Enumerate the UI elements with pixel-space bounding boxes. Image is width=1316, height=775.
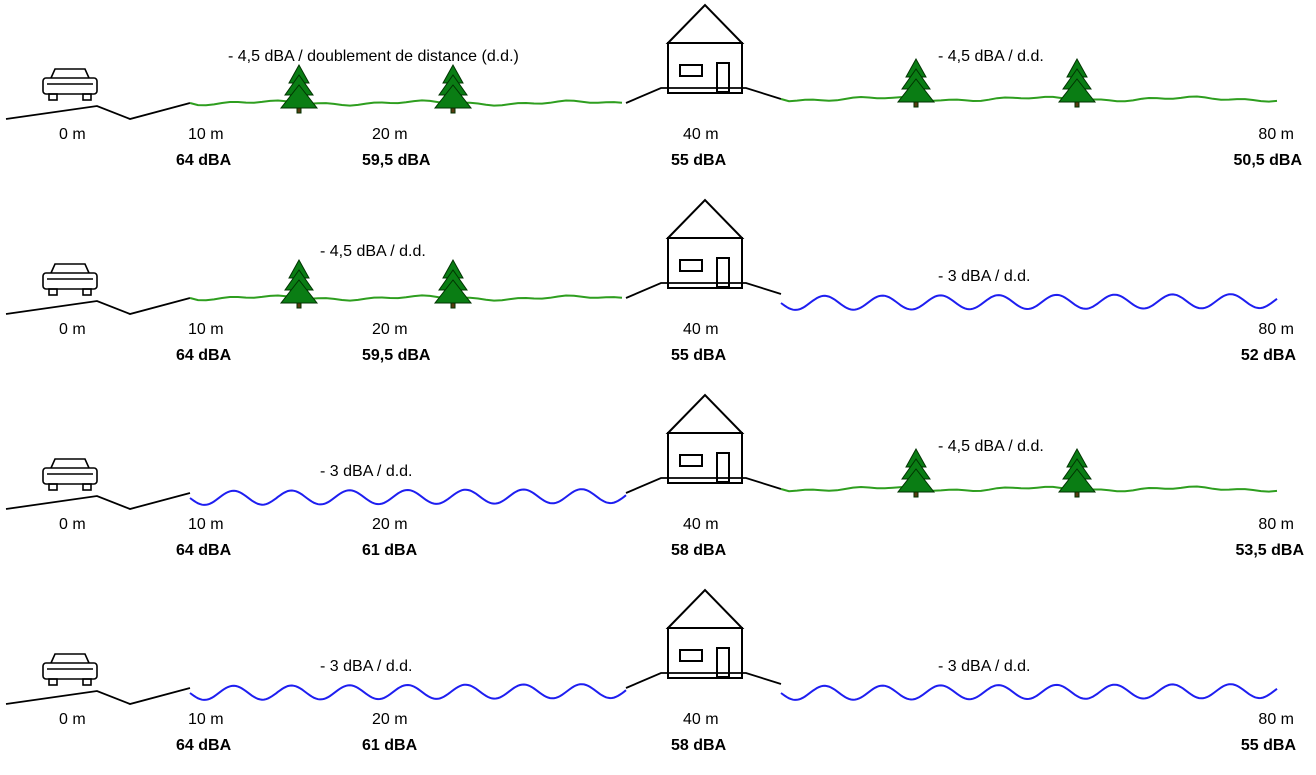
distance-20m: 20 m [372,321,408,338]
level-10m: 64 dBA [176,737,232,754]
house-icon [665,198,745,289]
car-icon [42,653,98,686]
rate-label-right: - 3 dBA / d.d. [938,268,1031,285]
level-10m: 64 dBA [176,542,232,559]
tree-icon [896,57,936,108]
rate-label-right: - 4,5 dBA / d.d. [938,48,1044,65]
tree-icon [896,447,936,498]
ground-line-house [625,672,782,689]
scenario-2-graphic [5,198,1278,315]
scenario-row-2: - 4,5 dBA / d.d. - 3 dBA / d.d. 0 m 10 m… [0,195,1316,385]
tree-icon [1057,447,1097,498]
scenario-1-graphic [5,3,1278,120]
grass-left [189,294,623,302]
water-right [780,293,1278,311]
ground-line-house [625,87,782,104]
distance-80m: 80 m [1258,321,1294,338]
car-icon [42,458,98,491]
rate-label-left: - 3 dBA / d.d. [320,463,413,480]
distance-0m: 0 m [59,321,86,338]
level-80m: 50,5 dBA [1233,152,1302,169]
level-10m: 64 dBA [176,347,232,364]
level-20m: 59,5 dBA [362,347,431,364]
rate-label-left: - 4,5 dBA / doublement de distance (d.d.… [228,48,519,65]
distance-40m: 40 m [683,711,719,728]
distance-80m: 80 m [1258,711,1294,728]
level-80m: 52 dBA [1240,347,1296,364]
distance-40m: 40 m [683,126,719,143]
level-40m: 58 dBA [671,542,727,559]
scenario-3-graphic [5,393,1278,510]
level-80m: 53,5 dBA [1235,542,1304,559]
level-40m: 55 dBA [671,152,727,169]
distance-20m: 20 m [372,711,408,728]
level-20m: 61 dBA [362,542,418,559]
distance-0m: 0 m [59,516,86,533]
house-icon [665,588,745,679]
rate-label-right: - 4,5 dBA / d.d. [938,438,1044,455]
house-icon [665,393,745,484]
grass-left [189,99,623,107]
tree-icon [433,258,473,309]
distance-20m: 20 m [372,516,408,533]
tree-icon [1057,57,1097,108]
distance-10m: 10 m [188,711,224,728]
distance-10m: 10 m [188,126,224,143]
distance-10m: 10 m [188,516,224,533]
ground-line-left [5,102,191,120]
house-icon [665,3,745,94]
distance-0m: 0 m [59,126,86,143]
distance-40m: 40 m [683,321,719,338]
ground-line-left [5,492,191,510]
rate-label-left: - 3 dBA / d.d. [320,658,413,675]
ground-line-left [5,297,191,315]
tree-icon [433,63,473,114]
level-80m: 55 dBA [1240,737,1296,754]
tree-icon [279,258,319,309]
level-40m: 58 dBA [671,737,727,754]
level-10m: 64 dBA [176,152,232,169]
distance-80m: 80 m [1258,126,1294,143]
ground-line-house [625,282,782,299]
level-20m: 61 dBA [362,737,418,754]
ground-line-left [5,687,191,705]
scenario-row-1: - 4,5 dBA / doublement de distance (d.d.… [0,0,1316,190]
rate-label-right: - 3 dBA / d.d. [938,658,1031,675]
tree-icon [279,63,319,114]
scenario-4-graphic [5,588,1278,705]
scenario-row-4: - 3 dBA / d.d. - 3 dBA / d.d. 0 m 10 m 2… [0,585,1316,775]
grass-right [780,485,1278,493]
water-left [189,683,627,701]
scenario-row-3: - 3 dBA / d.d. - 4,5 dBA / d.d. 0 m 10 m… [0,390,1316,580]
car-icon [42,68,98,101]
distance-10m: 10 m [188,321,224,338]
distance-0m: 0 m [59,711,86,728]
distance-20m: 20 m [372,126,408,143]
level-40m: 55 dBA [671,347,727,364]
level-20m: 59,5 dBA [362,152,431,169]
water-left [189,488,627,506]
car-icon [42,263,98,296]
ground-line-house [625,477,782,494]
distance-80m: 80 m [1258,516,1294,533]
distance-40m: 40 m [683,516,719,533]
water-right [780,683,1278,701]
grass-right [780,95,1278,103]
rate-label-left: - 4,5 dBA / d.d. [320,243,426,260]
